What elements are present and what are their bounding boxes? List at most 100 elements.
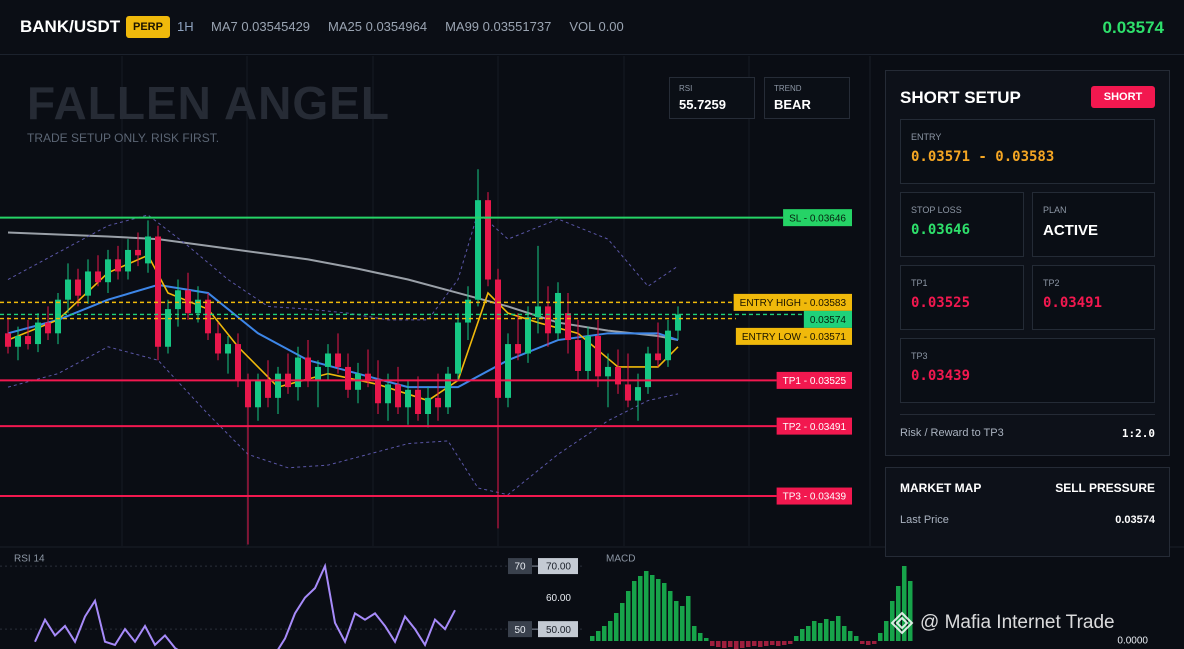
histogram-bar <box>908 581 913 641</box>
histogram-bar <box>848 631 853 641</box>
histogram-bar <box>656 579 661 641</box>
candle-body <box>645 353 651 388</box>
histogram-bar <box>902 566 907 641</box>
candle-body <box>535 306 541 318</box>
candle-body <box>605 366 611 377</box>
card-label: ENTRY <box>911 132 942 142</box>
candle-body <box>185 290 191 314</box>
rsi-line-group <box>34 562 456 649</box>
interval[interactable]: 1H <box>177 19 194 34</box>
tp-card: TP3 0.03439 <box>900 338 1155 403</box>
card-label: STOP LOSS <box>911 205 962 215</box>
histogram-bar <box>716 641 721 647</box>
card-label: TP2 <box>1043 278 1060 288</box>
candle-body <box>265 380 271 398</box>
candle-body <box>485 200 491 280</box>
candle-body <box>115 259 121 272</box>
macd-panel: MACD 0.0000 <box>590 554 1148 649</box>
candle-body <box>675 314 681 331</box>
tick-box <box>538 558 578 575</box>
symbol: BANK/USDT <box>20 17 121 36</box>
histogram-bar <box>722 641 727 648</box>
candle-body <box>625 384 631 401</box>
histogram-bar <box>758 641 763 647</box>
level-label: 0.03574 <box>810 315 847 326</box>
level-label-bg <box>733 293 852 311</box>
indicator: MA99 0.03551737 <box>445 19 552 34</box>
histogram-bar <box>638 576 643 641</box>
logo <box>890 611 914 635</box>
histogram-bar <box>824 619 829 641</box>
histogram-bar <box>800 629 805 641</box>
card-value: 0.03439 <box>911 368 971 384</box>
candle-body <box>465 299 471 323</box>
histogram-bar <box>854 636 859 641</box>
histogram-bar <box>842 626 847 641</box>
rr-value: 1:2.0 <box>1121 427 1155 440</box>
histogram-bar <box>806 626 811 641</box>
histogram-bar <box>704 638 709 641</box>
candle-body <box>425 397 431 415</box>
indicator-line <box>7 346 679 496</box>
short-badge[interactable]: SHORT <box>1091 86 1155 108</box>
credit-text: @ Mafia Internet Trade <box>920 612 1115 633</box>
candle-body <box>245 380 251 408</box>
candle-body <box>365 373 371 381</box>
histogram-bar <box>608 621 613 641</box>
panel-title: MACD <box>606 554 635 565</box>
divider <box>900 414 1155 415</box>
histogram-bar <box>626 591 631 641</box>
histogram-bar <box>614 613 619 641</box>
indicators: MA7 0.03545429 MA25 0.0354964 MA99 0.035… <box>211 19 624 34</box>
candle-body <box>225 344 231 354</box>
histogram-bar <box>590 636 595 641</box>
candle-body <box>585 336 591 371</box>
rsi-panel: RSI 14 70 50 70.00 60.00 50.00 <box>0 554 585 649</box>
candle-body <box>315 366 321 381</box>
candle-body <box>275 373 281 398</box>
row-value: 0.03574 <box>1115 514 1155 526</box>
candle-body <box>175 290 181 310</box>
histogram-bar <box>860 641 865 644</box>
candle-body <box>405 389 411 408</box>
candle-body <box>75 279 81 296</box>
stat-value: 55.7259 <box>679 97 726 112</box>
histogram-bar <box>620 603 625 641</box>
candle-body <box>395 384 401 408</box>
histogram-bar <box>698 633 703 641</box>
tick-box <box>538 621 578 638</box>
histogram-bar <box>812 621 817 641</box>
histogram-bar <box>752 641 757 646</box>
histogram-bar <box>776 641 781 646</box>
candle-body <box>195 299 201 314</box>
indicator: VOL 0.00 <box>569 19 624 34</box>
stat-label: TREND <box>774 84 802 93</box>
candle-body <box>215 333 221 354</box>
histogram-bar <box>890 601 895 641</box>
card-label: TP1 <box>911 278 928 288</box>
main-chart-bg <box>0 56 870 546</box>
tp-card: TP2 0.03491 <box>1032 265 1155 330</box>
histogram-bar <box>680 606 685 641</box>
y-tick-label: 60.00 <box>546 593 571 604</box>
level-label: ENTRY LOW - 0.03571 <box>742 332 847 343</box>
histogram-bar <box>878 633 883 641</box>
candle-body <box>595 336 601 377</box>
level-box <box>508 558 532 575</box>
level-label-bg <box>735 327 852 345</box>
candle-body <box>335 353 341 367</box>
macd-bars <box>590 566 913 649</box>
y-tick-label: 50.00 <box>546 625 571 636</box>
candle-body <box>515 344 521 354</box>
panel-title: RSI 14 <box>14 554 45 565</box>
candle-body <box>235 344 241 381</box>
market-panel: MARKET MAP SELL PRESSURE Last Price 0.03… <box>885 467 1170 557</box>
histogram-bar <box>662 583 667 641</box>
plan-card: PLAN ACTIVE <box>1032 192 1155 257</box>
candle-body <box>655 353 661 361</box>
indicator: MA7 0.03545429 <box>211 19 311 34</box>
candle-body <box>415 389 421 415</box>
rr-label: Risk / Reward to TP3 <box>900 427 1004 439</box>
